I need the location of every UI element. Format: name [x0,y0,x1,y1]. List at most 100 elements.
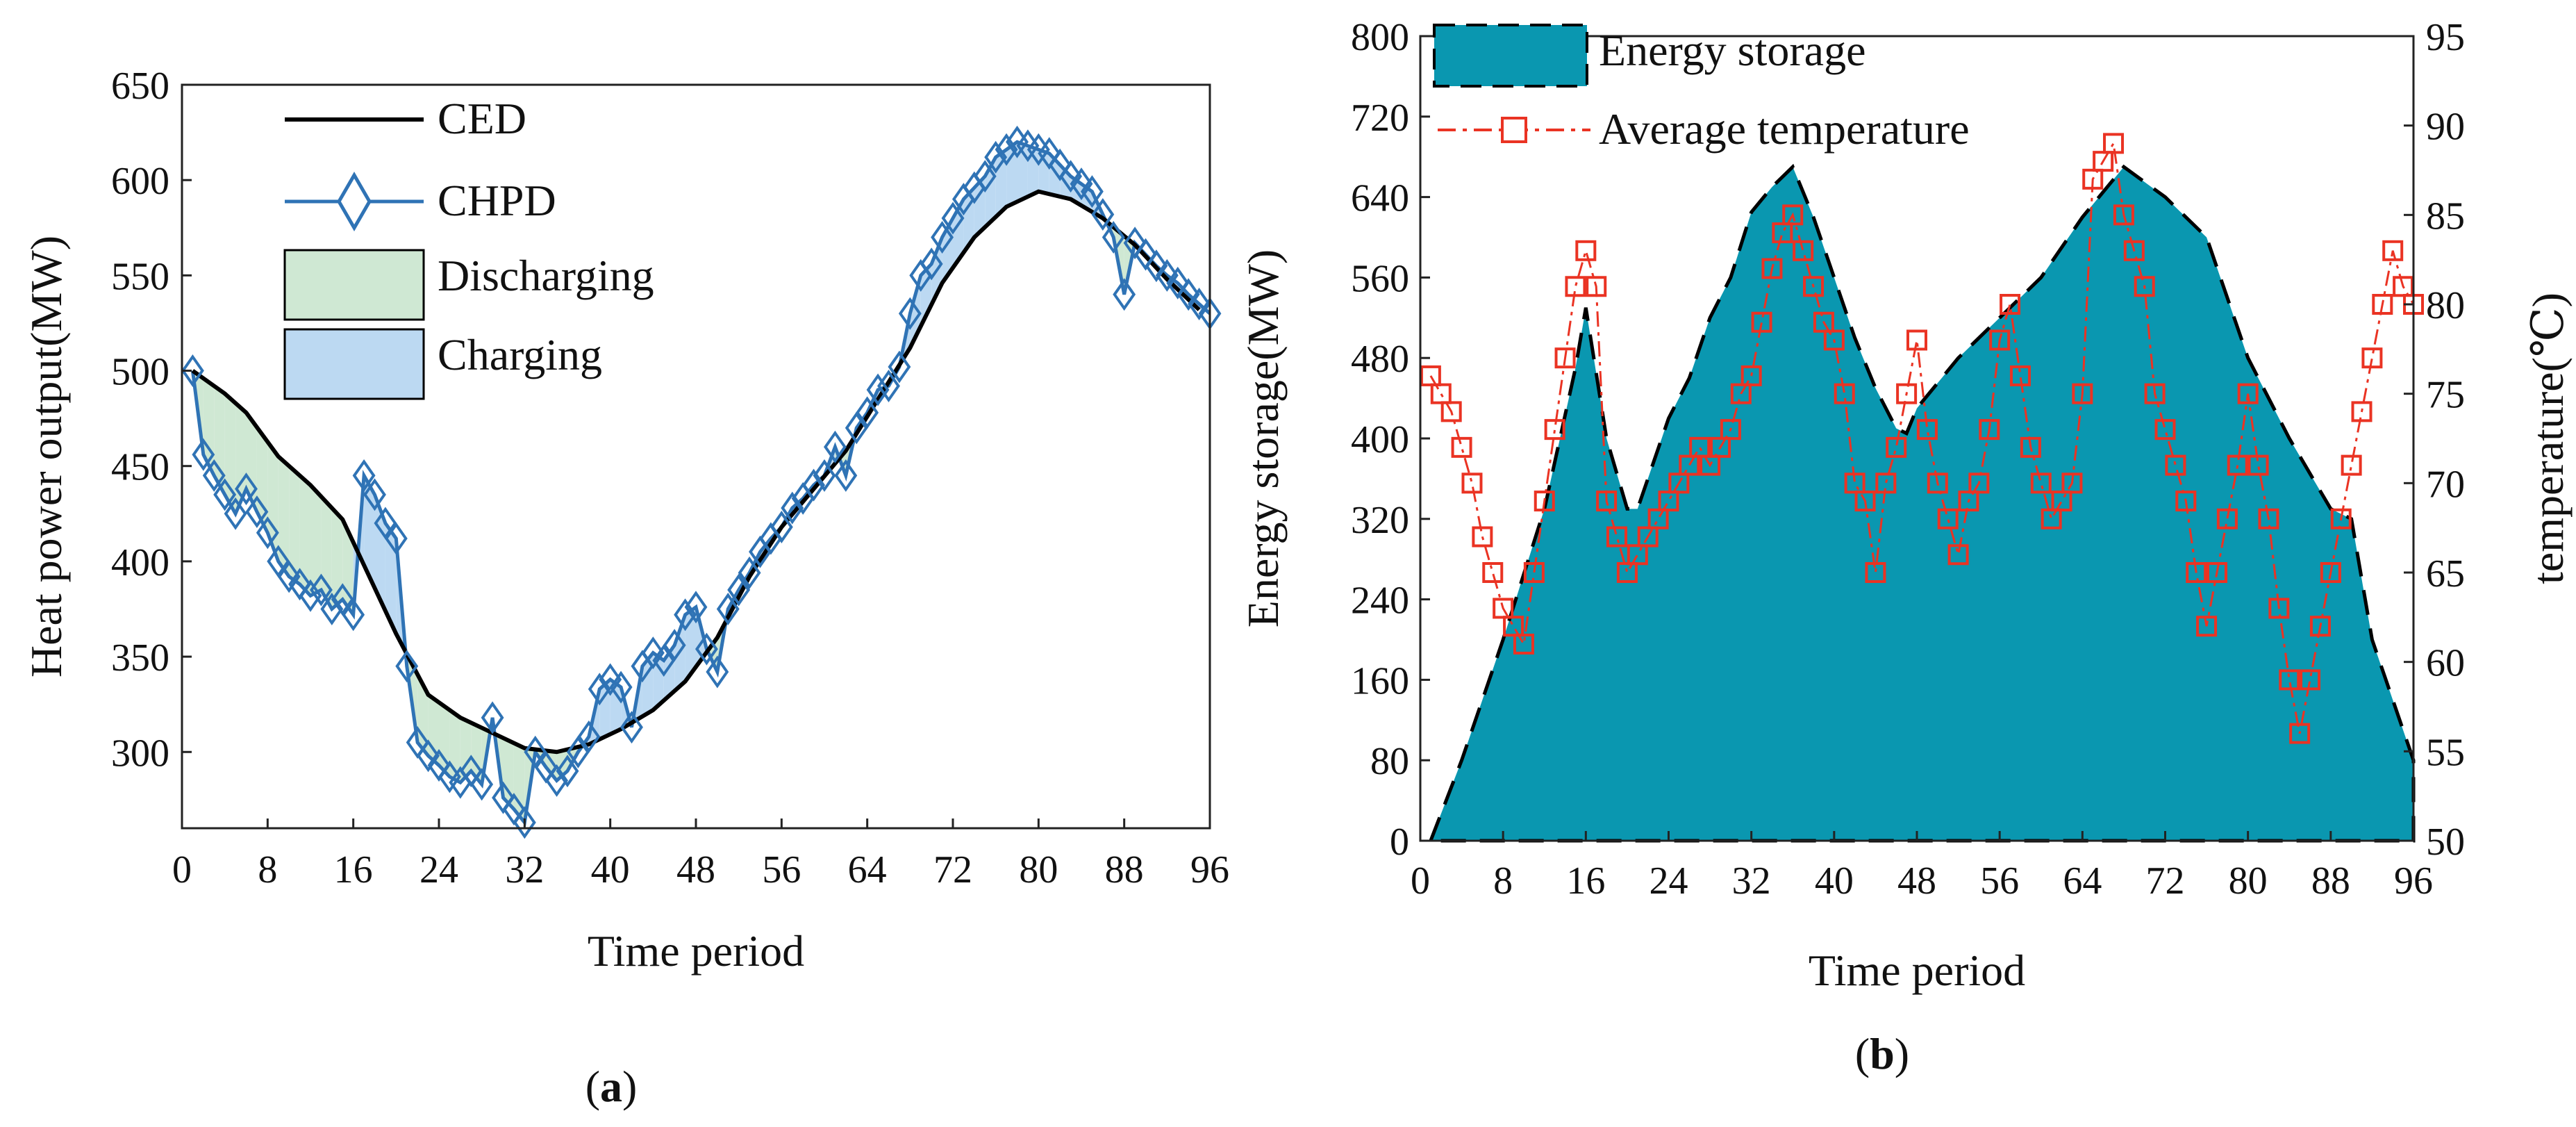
temperature-point [1575,240,1597,261]
temperature-point [2144,383,2166,404]
chart-b-tick-marks [1419,35,2415,842]
temperature-point [1761,258,1783,279]
chpd-point [395,650,419,683]
temperature-point [1875,472,1897,494]
right-y-tick-label: 95 [2426,16,2465,59]
temperature-point [2072,383,2093,404]
chpd-point [524,735,547,768]
chpd-point [588,673,611,706]
temperature-point [2268,598,2290,619]
chpd-point [1102,220,1125,254]
y-tick-label: 0 [1390,821,1409,864]
chpd-point [492,781,515,814]
temperature-point [1886,436,1907,458]
chpd-point [470,768,494,801]
temperature-point [1937,508,1959,529]
chart-b-left-axis-label: Energy storage(MW) [1238,249,1288,627]
x-tick-label: 96 [1190,848,1229,891]
chart-b: 0 8 16 24 32 40 48 56 64 72 80 88 96 0 80 160 240 320 400… [1238,16,2573,1078]
chpd-point [556,755,579,788]
legend-charging-swatch [283,328,425,400]
chpd-point [427,748,451,782]
y-tick-label: 500 [111,351,169,394]
y-tick-label: 400 [1351,418,1409,461]
chart-a-x-tick-labels: 0 8 16 24 32 40 48 56 64 72 80 88 96 [172,848,1229,891]
temperature-point [1451,436,1472,458]
temperature-point [2061,472,2083,494]
temperature-point [2030,472,2052,494]
right-y-tick-label: 85 [2426,195,2465,238]
charging-area-segment [653,652,664,710]
x-tick-label: 24 [419,848,458,891]
chpd-point [663,629,686,662]
chpd-point [695,632,718,666]
y-tick-label: 400 [111,541,169,584]
temperature-point [2134,276,2155,297]
x-tick-label: 56 [1980,859,2019,903]
x-tick-label: 64 [848,848,887,891]
x-tick-label: 0 [1411,859,1430,903]
chpd-point [1070,167,1093,201]
temperature-point [2382,240,2404,261]
right-y-tick-label: 70 [2426,463,2465,506]
legend-discharging-label: Discharging [438,251,654,300]
temperature-point [2103,133,2125,154]
right-y-tick-label: 90 [2426,106,2465,149]
chpd-point [1145,249,1168,283]
temperature-point [2186,562,2207,583]
chpd-point [674,598,697,632]
chpd-point [1134,238,1157,271]
x-tick-label: 16 [334,848,373,891]
caption-b: (b) [1855,1029,1909,1078]
y-tick-label: 600 [111,160,169,203]
chpd-point [877,369,900,402]
chpd-point [609,671,633,704]
temperature-point [2227,454,2248,476]
chpd-point [288,568,312,601]
chpd-point [781,491,804,525]
chpd-point [213,478,237,511]
chpd-point [941,201,965,235]
legend-temperature-label: Average temperature [1599,104,1970,154]
chpd-point [342,598,365,632]
chpd-point [438,760,461,793]
chpd-point [1123,227,1147,260]
x-tick-label: 72 [933,848,972,891]
temperature-point [2206,562,2227,583]
chpd-point [845,411,868,445]
temperature-point [2020,436,2041,458]
discharging-area-segment [278,456,290,577]
x-tick-label: 64 [2063,859,2102,903]
ced-line [191,189,1201,755]
x-tick-label: 80 [1019,848,1058,891]
y-tick-label: 480 [1351,338,1409,381]
chpd-point [299,579,322,612]
chpd-point [716,592,740,625]
discharging-area-segment [310,485,322,596]
right-y-tick-label: 55 [2426,731,2465,774]
temperature-point [1865,562,1886,583]
chpd-point [267,545,290,578]
y-tick-label: 650 [111,65,169,108]
chart-a-x-axis-label: Time period [588,926,804,976]
chart-a-legend: CED CHPD Discharging Charging [283,94,654,400]
chart-b-x-axis-label: Time period [1809,946,2025,995]
y-tick-label: 300 [111,732,169,775]
chpd-point [641,636,665,670]
discharging-area-segment [417,674,429,756]
chpd-point [277,560,301,593]
charging-area-segment [610,680,622,734]
caption-a: (a) [585,1062,638,1111]
chpd-point [224,497,247,530]
chpd-point [1177,278,1200,311]
temperature-point [1430,383,1452,404]
temperature-point [1979,419,2000,441]
temperature-point [2165,454,2186,476]
x-tick-label: 40 [591,848,630,891]
chpd-point [823,430,847,463]
legend-discharging-swatch [283,249,425,321]
chpd-point [995,133,1018,166]
temperature-point [1534,491,1555,512]
x-tick-label: 0 [172,848,192,891]
legend-energy-storage-label: Energy storage [1599,26,1865,75]
